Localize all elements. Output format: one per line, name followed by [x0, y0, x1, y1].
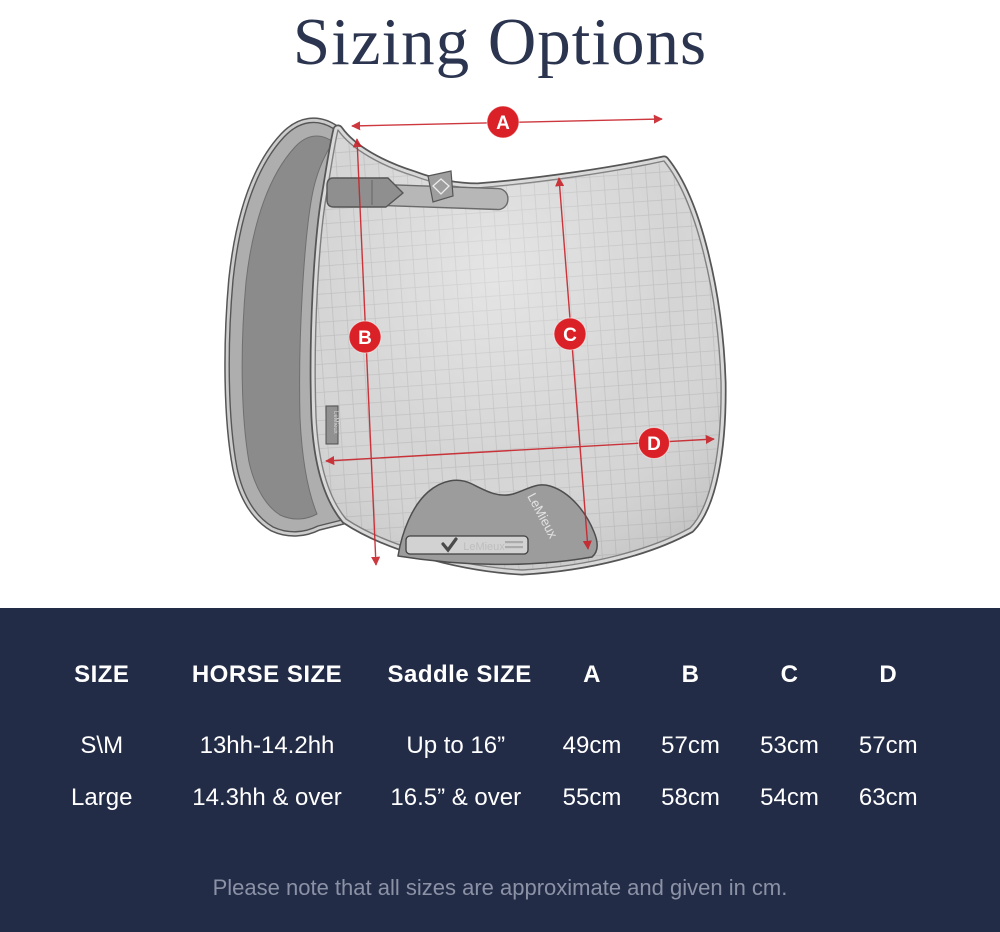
cell-saddle-size: 16.5” & over	[390, 784, 522, 811]
label-brand-text: LeMieux	[463, 541, 505, 553]
cell-b: 57cm	[661, 732, 720, 759]
measure-line-c	[555, 177, 592, 550]
side-tag: LeMieux	[325, 405, 339, 445]
marker-b-label: B	[358, 328, 372, 349]
cell-b: 58cm	[661, 784, 720, 811]
hero-section: Sizing Options	[224, 5, 727, 576]
cell-horse-size: 13hh-14.2hh	[199, 732, 335, 759]
header-c: C	[780, 661, 799, 688]
table-row: S\M 13hh-14.2hh Up to 16” 49cm 57cm 53cm…	[0, 728, 1000, 764]
table-row: Large 14.3hh & over 16.5” & over 55cm 58…	[0, 780, 1000, 816]
marker-b: B	[348, 320, 382, 354]
cell-horse-size: 14.3hh & over	[192, 784, 342, 811]
marker-d: D	[638, 427, 670, 459]
measurement-markers: A B C D	[348, 105, 670, 459]
marker-c: C	[553, 317, 587, 351]
size-note: Please note that all sizes are approxima…	[212, 875, 788, 900]
girth-strap	[326, 177, 509, 211]
saddle-pad-diagram: LeMieux LeMieux LeMieux	[224, 105, 727, 576]
cell-a: 49cm	[562, 732, 622, 759]
page-title: Sizing Options	[292, 5, 708, 79]
marker-a-label: A	[496, 113, 510, 134]
marker-d-label: D	[647, 434, 661, 455]
cell-saddle-size: Up to 16”	[406, 732, 506, 759]
cell-c: 53cm	[760, 732, 819, 759]
cell-a: 55cm	[562, 784, 622, 811]
side-tag-brand-text: LeMieux	[332, 411, 338, 434]
header-a: A	[583, 661, 601, 688]
cell-size: S\M	[80, 732, 124, 759]
cell-d: 57cm	[858, 732, 918, 759]
cell-size: Large	[71, 784, 133, 811]
header-saddle-size: Saddle SIZE	[387, 661, 532, 688]
size-table-section: SIZE HORSE SIZE Saddle SIZE A B C D S\M …	[0, 608, 1000, 932]
marker-a: A	[486, 105, 520, 139]
header-d: D	[879, 661, 898, 688]
marker-c-label: C	[563, 325, 577, 346]
brand-badge	[427, 170, 454, 203]
table-header-row: SIZE HORSE SIZE Saddle SIZE A B C D	[0, 657, 1000, 693]
cell-c: 54cm	[760, 784, 819, 811]
header-b: B	[681, 661, 700, 688]
cell-d: 63cm	[858, 784, 918, 811]
brand-label-strip: LeMieux	[405, 535, 529, 555]
header-size: SIZE	[74, 661, 130, 688]
header-horse-size: HORSE SIZE	[191, 661, 343, 688]
